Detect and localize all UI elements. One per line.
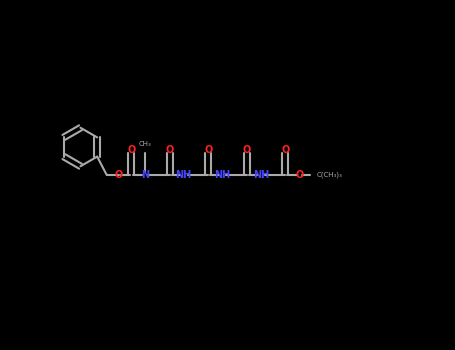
Text: O: O (281, 146, 289, 155)
Text: O: O (166, 146, 174, 155)
Text: O: O (295, 170, 303, 180)
Text: N: N (141, 170, 149, 180)
Text: O: O (243, 146, 251, 155)
Text: CH₃: CH₃ (139, 141, 152, 147)
Text: NH: NH (214, 170, 230, 180)
Text: O: O (204, 146, 212, 155)
Text: O: O (127, 146, 136, 155)
Text: C(CH₃)₃: C(CH₃)₃ (317, 172, 343, 178)
Text: NH: NH (176, 170, 192, 180)
Text: O: O (115, 170, 123, 180)
Text: NH: NH (253, 170, 269, 180)
